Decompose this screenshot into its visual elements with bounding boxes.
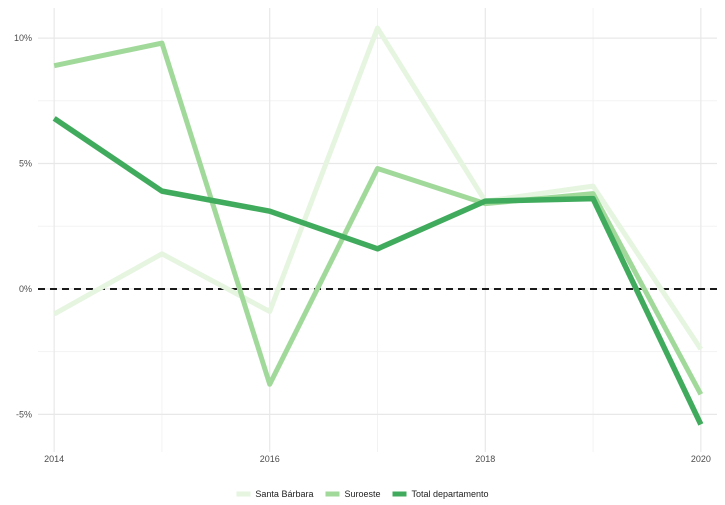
series-line-suroeste	[53, 40, 704, 396]
y-tick-label: 0%	[19, 284, 32, 294]
x-tick-label: 2020	[691, 454, 711, 464]
x-tick-label: 2014	[44, 454, 64, 464]
legend-label: Suroeste	[344, 489, 380, 499]
series-line-santa-b-rbara	[52, 25, 703, 351]
series-lines	[52, 25, 704, 426]
minor-gridlines	[38, 8, 717, 452]
legend-label: Santa Bárbara	[255, 489, 313, 499]
legend: Santa Bárbara Suroeste Total departamento	[236, 489, 489, 499]
y-tick-label: 10%	[14, 33, 32, 43]
x-tick-label: 2018	[475, 454, 495, 464]
y-axis-tick-labels: 10% 5% 0% -5%	[14, 33, 32, 419]
series-line-total-departamento	[52, 116, 704, 426]
x-axis-tick-labels: 2014 2016 2018 2020	[44, 454, 711, 464]
x-tick-label: 2016	[260, 454, 280, 464]
y-tick-label: -5%	[16, 409, 32, 419]
legend-label: Total departamento	[412, 489, 489, 499]
y-tick-label: 5%	[19, 159, 32, 169]
